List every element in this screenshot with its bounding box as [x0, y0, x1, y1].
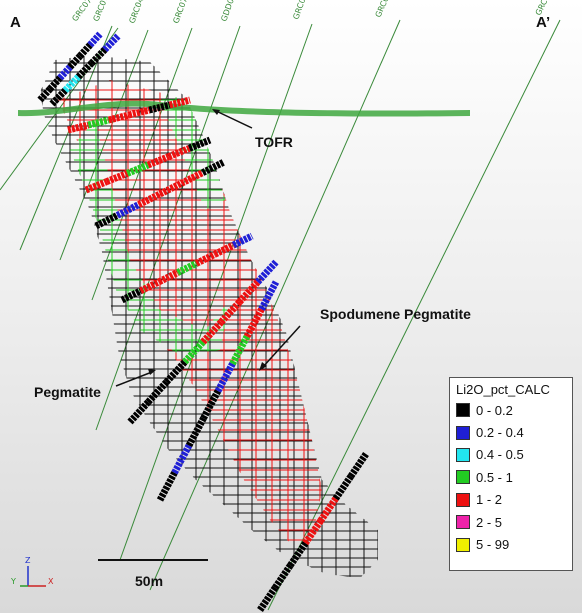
assay-interval: [127, 399, 151, 425]
legend-item-label: 1 - 2: [476, 492, 503, 508]
assay-interval: [146, 153, 170, 169]
spodumene-leader-line: [261, 325, 301, 369]
assay-interval: [67, 53, 83, 70]
assay-interval: [236, 279, 261, 305]
axis-z-label: Z: [25, 556, 31, 565]
tofr-label: TOFR: [255, 134, 293, 150]
assay-interval: [84, 178, 108, 194]
assay-interval: [128, 106, 151, 119]
tofr-leader-line: [213, 109, 253, 129]
scale-bar-label: 50m: [135, 573, 164, 589]
assay-interval: [107, 111, 130, 124]
drillhole-intervals: [37, 31, 369, 612]
legend-item-label: 0.2 - 0.4: [476, 425, 524, 441]
legend-item-label: 2 - 5: [476, 514, 503, 530]
drillhole-label: GRC0733: [92, 0, 114, 23]
section-start-label: A: [10, 14, 21, 31]
assay-interval: [156, 471, 178, 502]
assay-interval: [171, 443, 193, 475]
assay-interval: [258, 280, 280, 311]
legend-swatch: [456, 403, 470, 418]
assay-interval: [167, 145, 191, 160]
assay-interval: [126, 161, 150, 177]
assay-interval: [200, 319, 224, 345]
assay-interval: [347, 452, 369, 479]
assay-interval: [188, 136, 212, 152]
assay-interval: [287, 541, 309, 568]
assay-interval: [49, 87, 68, 107]
assay-interval: [182, 339, 206, 365]
legend-item: 5 - 99: [450, 533, 572, 555]
drillhole-label: GRC0728: [171, 0, 192, 25]
axes-triad: [20, 566, 46, 587]
assay-interval: [200, 389, 222, 420]
assay-interval: [229, 334, 251, 366]
assay-interval: [87, 31, 103, 48]
drillhole-label: GDD0047: [219, 0, 241, 23]
assay-interval: [102, 33, 121, 53]
assay-interval: [120, 287, 143, 304]
assay-interval: [218, 299, 243, 325]
assay-interval: [332, 474, 354, 501]
legend-swatch: [456, 515, 470, 530]
assay-interval: [176, 260, 198, 276]
assay-interval: [62, 74, 81, 93]
axis-y-label: Y: [11, 577, 16, 586]
assay-interval: [57, 64, 73, 81]
assay-interval: [194, 251, 217, 267]
assay-interval: [168, 96, 191, 109]
assay-interval: [255, 259, 279, 285]
legend-swatch: [456, 492, 470, 507]
legend-item: 2 - 5: [450, 511, 572, 533]
spodumene-pegmatite-label: Spodumene Pegmatite: [320, 306, 471, 322]
drillhole-label: GRC0424: [127, 0, 149, 25]
assay-interval: [231, 232, 254, 249]
assay-interval: [105, 170, 129, 185]
assay-interval: [139, 278, 161, 294]
legend-item: 0 - 0.2: [450, 399, 572, 421]
legend-item-label: 0.4 - 0.5: [476, 447, 524, 463]
drillhole-label: GRC0425: [291, 0, 312, 21]
assay-interval: [37, 86, 53, 103]
tofr-surface: [18, 100, 470, 117]
legend-item: 0.4 - 0.5: [450, 444, 572, 466]
legend-item-label: 5 - 99: [476, 537, 510, 553]
legend-swatch: [456, 470, 470, 485]
assay-interval: [47, 75, 63, 92]
section-end-label: A’: [536, 14, 551, 31]
pegmatite-leader-line: [115, 371, 153, 387]
assay-interval: [157, 269, 180, 285]
assay-interval: [214, 362, 236, 393]
assay-interval: [75, 60, 95, 80]
legend-item-label: 0 - 0.2: [476, 402, 513, 418]
assay-interval: [213, 242, 235, 258]
legend-item: 1 - 2: [450, 489, 572, 511]
assay-interval: [185, 416, 207, 448]
assay-interval: [317, 496, 339, 523]
assay-interval: [145, 379, 170, 405]
legend-swatch: [456, 447, 470, 462]
assay-interval: [89, 47, 108, 66]
drillhole-label: GRC0768: [374, 0, 397, 19]
legend-item: 0.5 - 1: [450, 466, 572, 488]
pegmatite-label: Pegmatite: [34, 384, 101, 400]
assay-interval: [302, 518, 324, 546]
legend-title: Li2O_pct_CALC: [456, 382, 550, 397]
assay-interval: [163, 359, 188, 385]
assay-interval: [67, 121, 90, 134]
assay-interval: [87, 116, 110, 129]
axis-x-label: X: [48, 577, 54, 586]
assay-interval: [243, 307, 265, 339]
assay-interval: [77, 42, 93, 59]
assay-interval: [257, 585, 279, 612]
legend-item: 0.2 - 0.4: [450, 421, 572, 443]
legend-item-label: 0.5 - 1: [476, 469, 513, 485]
grade-legend: Li2O_pct_CALC 0 - 0.2 0.2 - 0.4 0.4 - 0.5 0…: [449, 377, 573, 571]
assay-interval: [148, 101, 171, 114]
assay-interval: [272, 563, 294, 590]
legend-swatch: [456, 537, 470, 552]
legend-swatch: [456, 425, 470, 440]
